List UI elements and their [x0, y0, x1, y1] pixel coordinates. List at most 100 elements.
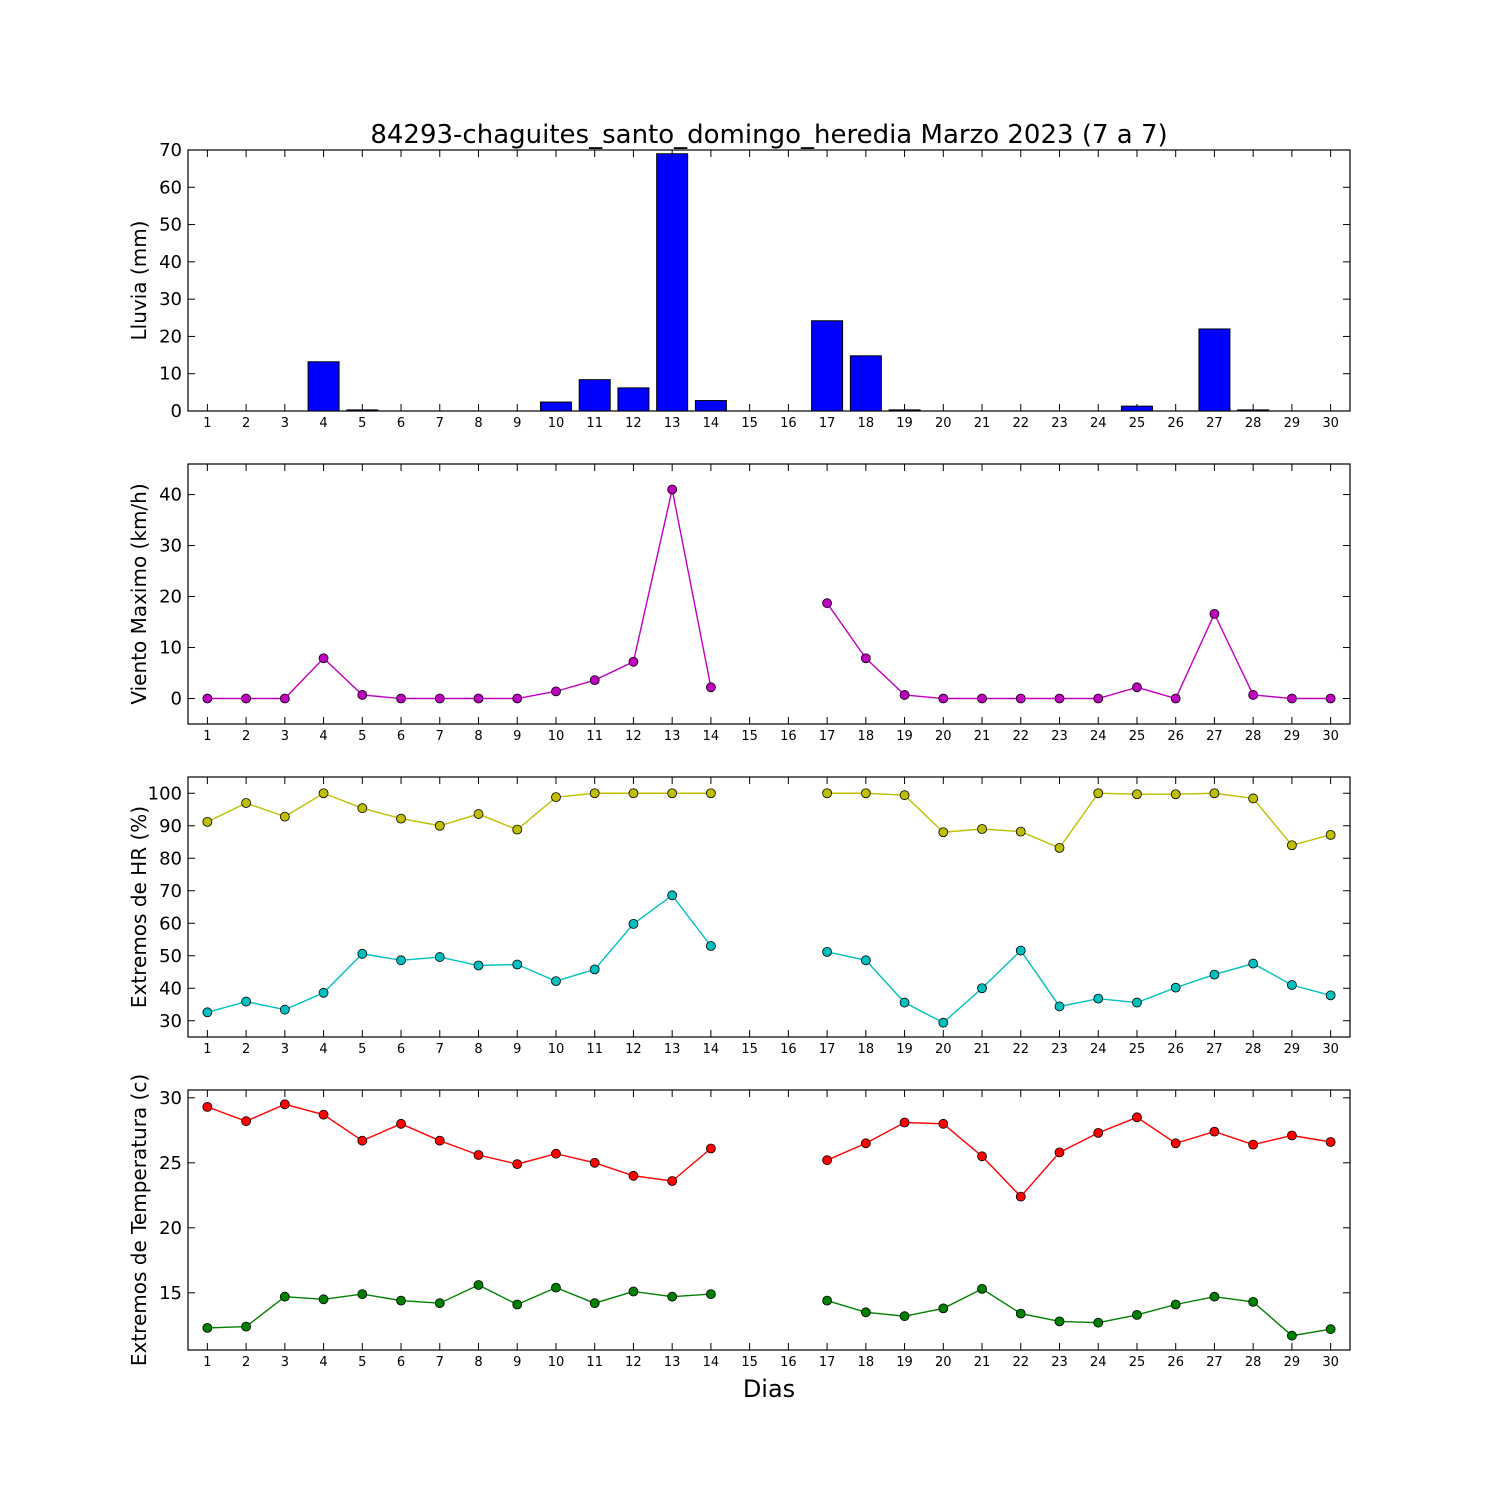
x-tick-label: 18: [858, 729, 875, 744]
data-point: [1015, 693, 1026, 704]
data-point: [667, 890, 678, 901]
x-tick-label: 18: [858, 416, 875, 431]
x-tick-label: 30: [1322, 729, 1339, 744]
data-point: [977, 983, 987, 994]
data-point: [318, 653, 329, 664]
x-tick-label: 16: [780, 1355, 797, 1370]
data-point: [1054, 842, 1065, 853]
x-tick-label: 2: [242, 416, 250, 431]
data-point: [938, 1017, 949, 1028]
data-point: [1325, 693, 1336, 704]
data-point: [318, 987, 329, 998]
y-axis-label: Extremos de HR (%): [127, 806, 151, 1008]
x-tick-label: 17: [819, 416, 836, 431]
x-tick-label: 3: [281, 1355, 289, 1370]
data-point: [241, 798, 252, 808]
y-tick-label: 20: [159, 1218, 182, 1239]
x-tick-label: 28: [1245, 416, 1262, 431]
data-point: [1248, 1297, 1259, 1307]
x-tick-label: 1: [203, 729, 211, 744]
data-point: [977, 1284, 987, 1294]
x-tick-label: 6: [397, 729, 405, 744]
x-tick-label: 5: [358, 1042, 366, 1057]
data-point: [202, 1102, 213, 1112]
data-point: [1093, 1317, 1104, 1328]
y-tick-label: 10: [159, 364, 182, 385]
data-point: [977, 1151, 987, 1162]
data-point: [434, 1298, 445, 1309]
x-tick-label: 2: [242, 729, 250, 744]
x-tick-label: 4: [319, 729, 327, 744]
x-tick-label: 16: [780, 1042, 797, 1057]
data-point: [667, 484, 678, 495]
x-tick-label: 4: [319, 416, 327, 431]
x-tick-label: 26: [1167, 1355, 1184, 1370]
series-line: [207, 792, 711, 831]
figure-title: 84293-chaguites_santo_domingo_heredia Ma…: [370, 120, 1167, 150]
data-point: [860, 653, 871, 664]
y-tick-label: 30: [159, 1088, 182, 1109]
data-point: [1132, 789, 1142, 800]
x-tick-label: 14: [703, 1042, 720, 1057]
x-tick-label: 19: [896, 1042, 913, 1057]
data-point: [1170, 1299, 1181, 1310]
x-tick-label: 21: [974, 416, 991, 431]
series-line: [826, 949, 1331, 1024]
x-tick-label: 5: [358, 416, 366, 431]
data-point: [706, 941, 716, 951]
data-point: [357, 1289, 368, 1299]
x-tick-label: 25: [1129, 1042, 1146, 1057]
x-tick-label: 14: [703, 416, 720, 431]
x-tick-label: 12: [625, 1042, 642, 1057]
bar: [617, 387, 650, 412]
data-point: [822, 1155, 832, 1166]
data-point: [202, 1323, 213, 1333]
x-tick-label: 1: [203, 416, 211, 431]
x-tick-label: 6: [397, 1042, 405, 1057]
y-tick-label: 60: [159, 177, 182, 198]
series-line: [827, 792, 1331, 849]
data-point: [938, 1303, 949, 1314]
data-point: [1054, 1147, 1065, 1158]
x-tick-label: 2: [242, 1042, 250, 1057]
x-tick-label: 10: [548, 1355, 565, 1370]
data-point: [512, 1159, 523, 1169]
x-tick-label: 23: [1051, 1355, 1068, 1370]
data-point: [1170, 789, 1181, 800]
x-tick-label: 11: [586, 1355, 603, 1370]
data-point: [589, 1298, 600, 1309]
x-tick-label: 13: [664, 1355, 681, 1370]
axes-frame: [187, 776, 1351, 1038]
y-tick-label: 100: [148, 783, 182, 804]
bar: [578, 379, 611, 412]
data-point: [1325, 1324, 1336, 1335]
data-point: [1209, 608, 1220, 619]
data-point: [434, 952, 445, 962]
x-tick-label: 24: [1090, 1042, 1107, 1057]
x-tick-label: 19: [896, 416, 913, 431]
x-tick-label: 13: [664, 1042, 681, 1057]
data-point: [860, 1307, 871, 1318]
x-tick-label: 30: [1322, 1042, 1339, 1057]
data-point: [860, 955, 871, 966]
data-point: [1015, 945, 1026, 956]
x-tick-label: 1: [203, 1355, 211, 1370]
x-axis-label: Dias: [743, 1375, 795, 1403]
data-point: [977, 693, 987, 704]
x-tick-label: 6: [397, 416, 405, 431]
series-line: [207, 1103, 712, 1182]
y-tick-label: 30: [159, 1011, 182, 1032]
data-point: [899, 997, 910, 1008]
x-tick-label: 25: [1129, 416, 1146, 431]
data-point: [512, 959, 523, 970]
data-point: [202, 816, 213, 827]
data-point: [318, 788, 329, 799]
data-point: [1054, 1001, 1065, 1012]
x-tick-label: 18: [858, 1042, 875, 1057]
data-point: [938, 1118, 949, 1129]
x-tick-label: 30: [1322, 416, 1339, 431]
data-point: [1132, 1112, 1142, 1123]
data-point: [434, 1135, 445, 1146]
bar: [346, 409, 379, 412]
